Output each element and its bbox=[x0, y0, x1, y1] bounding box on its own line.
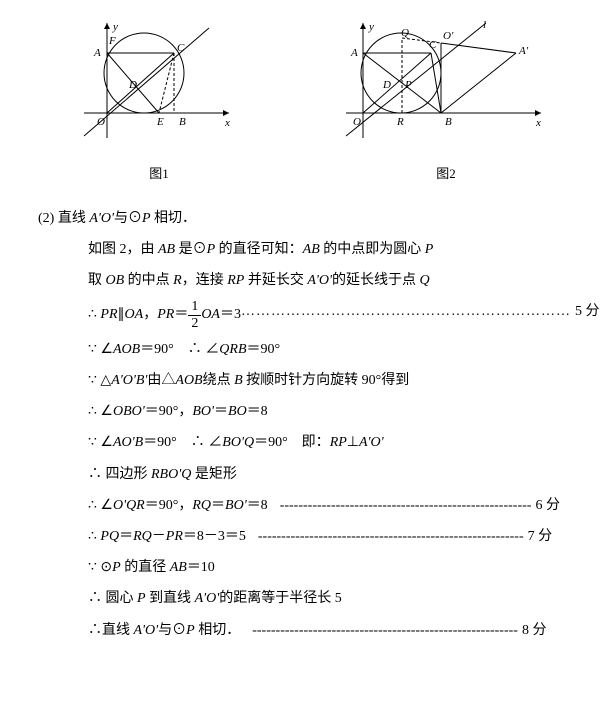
fig2-l-label: l bbox=[483, 19, 486, 31]
figure-2: x y l O A B C D O' A' P Q R 图2 bbox=[341, 18, 551, 186]
line-3a: ∴ PR∥OA，PR＝ bbox=[88, 307, 188, 322]
figure-1-svg: x y O A B C D E F bbox=[79, 18, 239, 148]
line-11: ∵ ⊙P 的直径 AB＝10 bbox=[28, 555, 602, 580]
line-10-dash: ----------------------------------------… bbox=[258, 524, 524, 549]
line-12: ∴ 圆心 P 到直线 A'O'的距离等于半径长 5 bbox=[28, 586, 602, 611]
line-3b: OA＝3 bbox=[201, 307, 241, 322]
line-13-dash: ----------------------------------------… bbox=[252, 618, 518, 643]
fig2-Q: Q bbox=[401, 27, 409, 39]
fig1-A: A bbox=[93, 47, 101, 59]
line-5: ∵ △A'O'B'由△AOB绕点 B 按顺时针方向旋转 90°得到 bbox=[28, 368, 602, 393]
figure-2-caption: 图2 bbox=[341, 162, 551, 185]
fig1-D: D bbox=[128, 79, 137, 91]
line-13: ∴直线 A'O'与⊙P 相切． ------------------------… bbox=[28, 618, 602, 643]
fig2-Oprime: O' bbox=[443, 30, 454, 42]
line-7: ∵ ∠AO'B＝90° ∴ ∠BO'Q＝90° 即：RP⊥A'O' bbox=[28, 430, 602, 455]
line-3-score: 5 分 bbox=[571, 299, 600, 331]
figures-row: x y O A B C D E F 图1 bbox=[28, 18, 602, 186]
line-9-score: 6 分 bbox=[531, 493, 560, 518]
fig2-B: B bbox=[445, 116, 452, 128]
line-13a: ∴直线 A'O'与⊙P 相切． bbox=[88, 618, 240, 643]
fig1-C: C bbox=[177, 42, 185, 54]
fig1-E: E bbox=[156, 116, 164, 128]
fig1-x-label: x bbox=[224, 117, 230, 129]
line-4: ∵ ∠AOB＝90° ∴ ∠QRB＝90° bbox=[28, 337, 602, 362]
fig1-y-label: y bbox=[112, 21, 118, 33]
line-3: ∴ PR∥OA，PR＝12OA＝3 …………………………………………………………… bbox=[28, 299, 602, 331]
figure-1: x y O A B C D E F 图1 bbox=[79, 18, 239, 186]
figure-2-svg: x y l O A B C D O' A' P Q R bbox=[341, 18, 551, 148]
line-3-dots: ………………………………………………………… bbox=[241, 299, 571, 331]
fig2-C: C bbox=[429, 39, 437, 51]
question-2: (2) 直线 A'O'与⊙P 相切． bbox=[28, 206, 602, 231]
line-13-score: 8 分 bbox=[518, 618, 547, 643]
fig2-O: O bbox=[353, 116, 361, 128]
fig1-O: O bbox=[97, 116, 105, 128]
line-2: 取 OB 的中点 R，连接 RP 并延长交 A'O'的延长线于点 Q bbox=[28, 268, 602, 293]
fig2-D: D bbox=[382, 79, 391, 91]
fig2-y-label: y bbox=[368, 21, 374, 33]
fig2-A: A bbox=[350, 47, 358, 59]
line-6: ∴ ∠OBO'＝90°，BO'＝BO＝8 bbox=[28, 399, 602, 424]
line-10: ∴ PQ＝RQ－PR＝8－3＝5 -----------------------… bbox=[28, 524, 602, 549]
line-9: ∴ ∠O'QR＝90°，RQ＝BO'＝8 -------------------… bbox=[28, 493, 602, 518]
line-1: 如图 2，由 AB 是⊙P 的直径可知：AB 的中点即为圆心 P bbox=[28, 237, 602, 262]
line-9-dash: ----------------------------------------… bbox=[280, 493, 532, 518]
figure-1-caption: 图1 bbox=[79, 162, 239, 185]
fig2-Aprime: A' bbox=[518, 45, 529, 57]
fig1-B: B bbox=[179, 116, 186, 128]
fig2-P: P bbox=[404, 79, 412, 91]
line-10a: ∴ PQ＝RQ－PR＝8－3＝5 bbox=[88, 524, 246, 549]
line-8: ∴ 四边形 RBO'Q 是矩形 bbox=[28, 462, 602, 487]
fig2-R: R bbox=[396, 116, 404, 128]
fig2-x-label: x bbox=[535, 117, 541, 129]
line-10-score: 7 分 bbox=[524, 524, 553, 549]
line-9a: ∴ ∠O'QR＝90°，RQ＝BO'＝8 bbox=[88, 493, 268, 518]
fraction-half: 12 bbox=[188, 299, 201, 331]
fig1-F: F bbox=[108, 35, 116, 47]
